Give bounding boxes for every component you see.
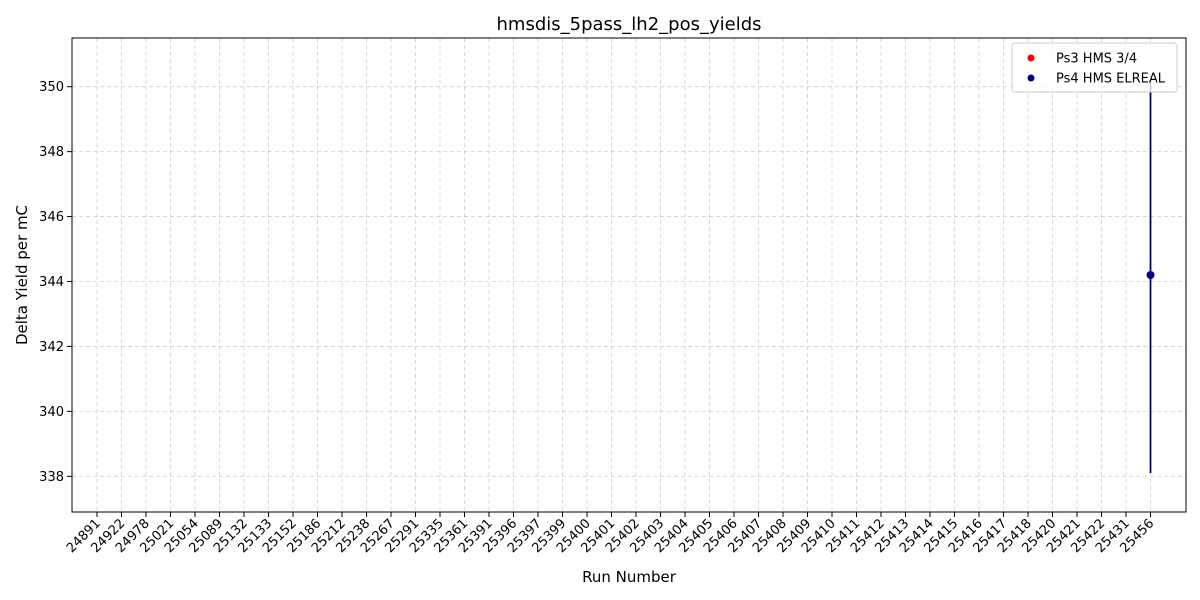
y-tick-label: 350 xyxy=(39,80,64,95)
y-tick-label: 340 xyxy=(39,405,64,420)
grid xyxy=(72,38,1186,512)
x-axis-label: Run Number xyxy=(582,568,677,586)
plot-frame xyxy=(71,37,1187,513)
y-tick-label: 346 xyxy=(39,210,64,225)
data-point xyxy=(1146,271,1155,279)
y-axis-ticks: 338 340 342 344 346 348 350 xyxy=(39,80,72,485)
legend-marker xyxy=(1027,54,1035,62)
legend-box xyxy=(1011,42,1178,93)
x-axis-ticks: 2489124922249782502125054250892513225133… xyxy=(64,512,1157,556)
legend: Ps3 HMS 3/4 Ps4 HMS ELREAL xyxy=(1011,42,1178,93)
plot-data xyxy=(1146,80,1155,474)
y-tick-label: 342 xyxy=(39,340,64,355)
chart-title: hmsdis_5pass_lh2_pos_yields xyxy=(497,14,762,35)
legend-label: Ps3 HMS 3/4 xyxy=(1056,52,1137,67)
legend-marker xyxy=(1027,74,1035,82)
y-tick-label: 344 xyxy=(39,275,64,290)
y-tick-label: 348 xyxy=(39,145,64,160)
y-tick-label: 338 xyxy=(39,470,64,485)
y-axis-label: Delta Yield per mC xyxy=(13,205,31,345)
legend-label: Ps4 HMS ELREAL xyxy=(1056,72,1166,87)
